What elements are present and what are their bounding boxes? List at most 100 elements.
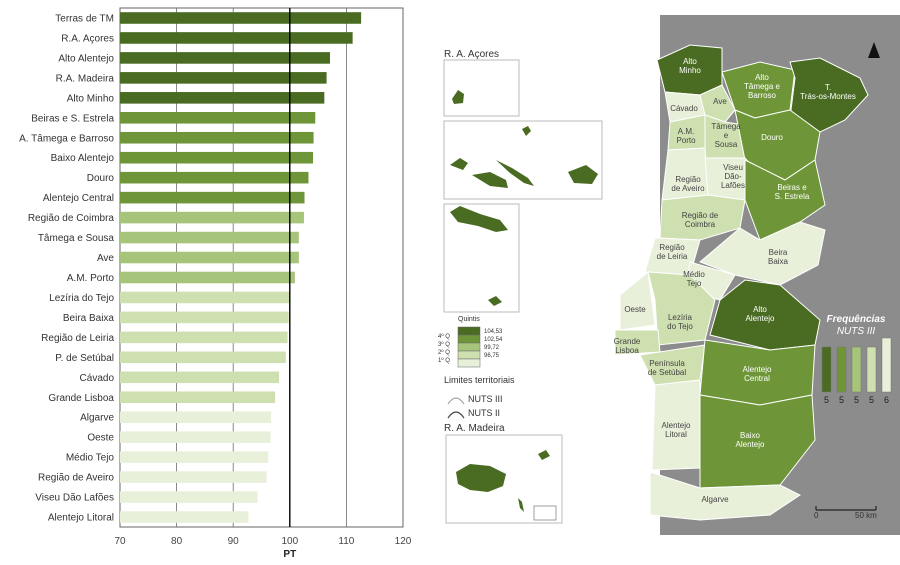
category-label: Baixo Alentejo	[51, 153, 115, 164]
porto-santo-island	[538, 450, 550, 460]
quintis-label-2: 2º Q	[438, 349, 450, 356]
x-tick-label: 90	[228, 536, 240, 547]
bar	[120, 451, 269, 463]
bar	[120, 171, 309, 184]
category-label: Terras de TM	[55, 13, 114, 24]
category-label: Algarve	[80, 413, 114, 424]
x-tick-label: 70	[114, 536, 126, 547]
frequencias-bar	[836, 346, 847, 393]
quintis-swatch-3	[457, 334, 481, 344]
category-label: Douro	[87, 173, 115, 184]
limits-nuts2: NUTS II	[468, 408, 500, 418]
azores-island-faial	[450, 158, 468, 170]
frequencias-subtitle: NUTS III	[837, 326, 876, 337]
label-aveiro: Região de Aveiro	[671, 175, 705, 193]
plot-frame	[119, 7, 404, 528]
scale-distance: 50 km	[855, 511, 877, 520]
azores-island-terceira	[568, 165, 598, 184]
quintis-label-4: 4º Q	[438, 333, 450, 340]
azores-island-santa-maria	[488, 296, 502, 306]
label-coimbra: Região de Coimbra	[682, 211, 719, 229]
quintis-swatch-2	[457, 342, 481, 352]
azores-inset-3	[443, 203, 520, 313]
bar	[120, 471, 267, 483]
madeira-island	[456, 464, 506, 492]
azores-island-graciosa	[522, 126, 531, 136]
label-cavado: Cávado	[670, 104, 698, 113]
x-axis-label: PT	[283, 549, 296, 560]
category-label: P. de Setúbal	[55, 353, 114, 364]
label-oeste: Oeste	[624, 305, 646, 314]
region-oeste	[619, 271, 656, 331]
label-grande-lisboa: Grande Lisboa	[614, 337, 641, 355]
bar	[120, 131, 314, 144]
nuts2-line-icon	[447, 411, 465, 419]
frequencias-bar	[821, 346, 832, 393]
label-am-porto: A.M. Porto	[676, 127, 696, 145]
quintis-value-2: 99,72	[484, 345, 500, 351]
quintis-title: Quintis	[458, 316, 480, 323]
azores-island-sao-jorge	[496, 160, 534, 186]
madeira-label: R. A. Madeira	[444, 423, 505, 434]
category-label: Beira Baixa	[63, 313, 115, 324]
label-alentejo-central: Alentejo Central	[743, 365, 772, 383]
nuts3-line-icon	[447, 397, 465, 405]
category-label: Tâmega e Sousa	[38, 233, 115, 244]
x-tick-label: 110	[338, 536, 354, 547]
x-tick-label: 100	[281, 536, 298, 547]
label-leziria: Lezíria do Tejo	[667, 313, 693, 331]
bar	[120, 211, 304, 224]
label-setubal: Península de Setúbal	[648, 359, 686, 377]
desertas-island	[518, 498, 524, 512]
frequencias-bar	[881, 337, 892, 393]
bar	[120, 351, 286, 364]
category-label: A.M. Porto	[67, 273, 115, 284]
x-tick-label: 80	[171, 536, 183, 547]
quintis-value-3: 102,54	[484, 337, 503, 343]
azores-island-corvo-flores	[452, 90, 464, 104]
category-label: Cávado	[80, 373, 115, 384]
frequencias-bar	[851, 346, 862, 393]
limits-title: Limites territoriais	[444, 375, 515, 385]
region-alto-alentejo	[709, 279, 821, 351]
quintis-swatch-4	[457, 326, 481, 336]
bar	[120, 52, 330, 64]
label-tras-os-montes: T. Trás-os-Montes	[800, 83, 856, 101]
region-ave	[699, 84, 736, 123]
bar	[120, 151, 314, 164]
frequencias-title: Frequências	[827, 314, 886, 325]
label-baixo-alentejo: Baixo Alentejo	[736, 431, 765, 449]
bar	[120, 32, 353, 44]
category-label: Beiras e S. Estrela	[31, 113, 114, 124]
frequencias-bar-label: 5	[869, 395, 874, 405]
azores-inset-1	[443, 59, 520, 117]
bar	[120, 411, 272, 424]
madeira-inset	[445, 434, 563, 524]
bar	[120, 12, 362, 24]
quintis-swatch-1	[457, 350, 481, 360]
frequencias-bar-label: 6	[884, 395, 889, 405]
category-label: Alentejo Litoral	[48, 513, 114, 524]
bar	[120, 511, 249, 523]
azores-inset-2	[443, 120, 603, 200]
label-leiria: Região de Leiria	[657, 243, 688, 261]
label-viseu: Viseu Dão-Lafões	[721, 163, 745, 190]
label-ave: Ave	[713, 97, 727, 106]
quintis-swatch-0	[457, 358, 481, 368]
bar	[120, 311, 289, 324]
label-beiras: Beiras e S. Estrela	[775, 183, 810, 201]
category-label: R.A. Madeira	[56, 73, 115, 84]
frequencias-bar	[866, 346, 877, 393]
category-label: Região de Coimbra	[28, 213, 115, 224]
label-tamega-sousa: Tâmega e Sousa	[711, 122, 741, 149]
bar	[120, 331, 288, 344]
label-tamega-barroso: Alto Tâmega e Barroso	[744, 73, 781, 100]
bar	[120, 191, 305, 204]
sea-edge	[600, 15, 660, 360]
category-label: Região de Aveiro	[38, 473, 114, 484]
selvagens-inset	[533, 505, 557, 521]
bar	[120, 371, 280, 384]
quintis-label-3: 3º Q	[438, 341, 450, 348]
bar	[120, 291, 290, 304]
north-arrow-icon	[868, 42, 880, 58]
